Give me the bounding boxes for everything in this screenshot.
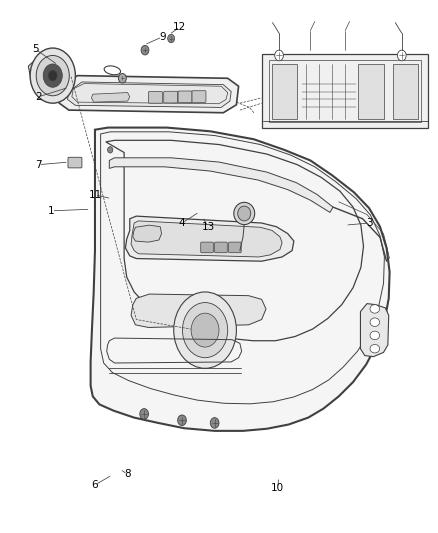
Polygon shape: [261, 54, 428, 127]
Polygon shape: [110, 158, 333, 213]
Circle shape: [43, 64, 62, 87]
FancyBboxPatch shape: [229, 242, 241, 253]
Circle shape: [168, 34, 175, 43]
Polygon shape: [131, 221, 282, 257]
FancyBboxPatch shape: [148, 92, 162, 103]
Text: 5: 5: [32, 44, 39, 54]
Ellipse shape: [370, 344, 380, 353]
Circle shape: [397, 50, 406, 61]
Text: 1: 1: [48, 206, 55, 216]
Text: 6: 6: [92, 480, 98, 490]
Circle shape: [275, 50, 283, 61]
Polygon shape: [393, 64, 418, 119]
Text: 8: 8: [124, 470, 131, 479]
Circle shape: [178, 415, 186, 425]
Polygon shape: [133, 225, 162, 242]
Polygon shape: [358, 64, 385, 119]
Text: 13: 13: [201, 222, 215, 232]
Text: 4: 4: [179, 218, 185, 228]
Circle shape: [210, 418, 219, 428]
Polygon shape: [91, 127, 390, 431]
Polygon shape: [272, 64, 297, 119]
Polygon shape: [28, 54, 75, 96]
Text: 3: 3: [366, 218, 372, 228]
Ellipse shape: [370, 318, 380, 326]
Circle shape: [108, 147, 113, 153]
Ellipse shape: [370, 305, 380, 313]
Circle shape: [174, 292, 237, 368]
Circle shape: [36, 55, 69, 96]
Circle shape: [140, 409, 148, 419]
Text: 7: 7: [35, 160, 42, 169]
Text: 12: 12: [173, 22, 187, 32]
Circle shape: [141, 45, 149, 55]
FancyBboxPatch shape: [192, 91, 206, 102]
Ellipse shape: [370, 331, 380, 340]
Polygon shape: [125, 216, 294, 261]
Circle shape: [30, 48, 75, 103]
Polygon shape: [360, 304, 389, 357]
Text: 10: 10: [271, 483, 284, 493]
Text: 11: 11: [88, 190, 102, 200]
Circle shape: [183, 303, 228, 358]
FancyBboxPatch shape: [68, 157, 82, 168]
Polygon shape: [131, 294, 266, 327]
FancyBboxPatch shape: [215, 242, 227, 253]
Ellipse shape: [238, 206, 251, 221]
Circle shape: [191, 313, 219, 347]
Text: 2: 2: [35, 92, 42, 102]
Text: 9: 9: [159, 32, 166, 42]
FancyBboxPatch shape: [178, 91, 192, 103]
Polygon shape: [67, 82, 231, 108]
FancyBboxPatch shape: [164, 91, 178, 103]
Circle shape: [118, 74, 126, 83]
Ellipse shape: [234, 203, 254, 224]
Polygon shape: [59, 76, 239, 113]
Polygon shape: [92, 93, 130, 102]
Ellipse shape: [104, 66, 120, 75]
Circle shape: [48, 70, 57, 81]
FancyBboxPatch shape: [201, 242, 213, 253]
